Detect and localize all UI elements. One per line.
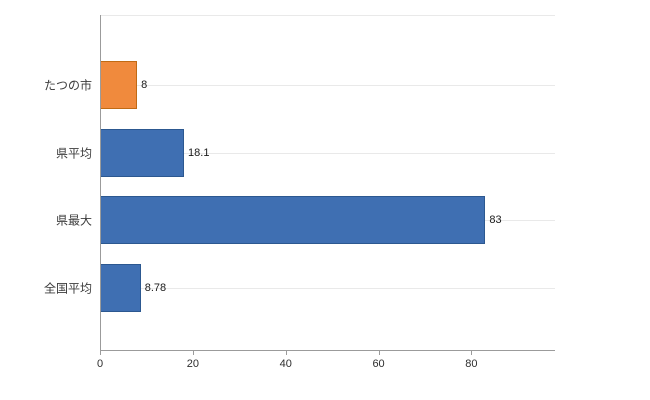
- x-tick-label: 0: [96, 358, 104, 370]
- grid-line: [100, 84, 555, 86]
- bar: [100, 196, 486, 245]
- category-label: 県最大: [55, 213, 92, 228]
- x-tick-label: 40: [279, 358, 292, 370]
- category-label: たつの市: [43, 78, 92, 93]
- x-tick-mark: [471, 350, 473, 355]
- x-tick-label: 60: [372, 358, 385, 370]
- bar: [100, 60, 138, 109]
- category-label: 全国平均: [43, 281, 92, 296]
- category-label: 県平均: [55, 146, 92, 161]
- value-label: 83: [489, 214, 502, 227]
- grid-line: [100, 288, 555, 290]
- x-tick-label: 80: [465, 358, 478, 370]
- bar: [100, 264, 141, 313]
- x-tick-mark: [285, 350, 287, 355]
- bar: [100, 128, 185, 177]
- x-tick-mark: [100, 350, 101, 355]
- value-label: 8.78: [144, 282, 167, 295]
- x-tick-mark: [378, 350, 380, 355]
- grid-line: [100, 152, 555, 154]
- grid-line: [100, 15, 555, 16]
- x-tick-mark: [192, 350, 194, 355]
- x-tick-label: 20: [186, 358, 199, 370]
- value-label: 8: [141, 78, 148, 91]
- x-axis-line: [100, 350, 555, 351]
- value-label: 18.1: [188, 146, 210, 159]
- y-axis-line: [100, 15, 101, 350]
